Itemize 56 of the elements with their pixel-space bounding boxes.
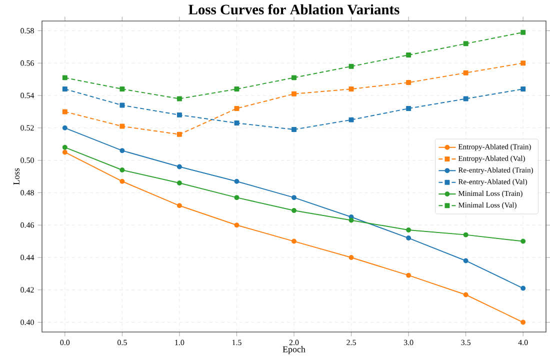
point <box>463 258 468 264</box>
point <box>463 96 468 102</box>
point <box>463 232 468 238</box>
point <box>234 106 240 111</box>
point <box>348 86 354 92</box>
point <box>120 124 125 129</box>
point <box>234 86 240 92</box>
point <box>234 178 240 184</box>
point <box>120 102 125 108</box>
point <box>520 30 526 35</box>
point <box>520 286 526 291</box>
point <box>520 320 526 325</box>
point <box>234 120 240 126</box>
point <box>292 127 296 132</box>
point <box>348 218 354 223</box>
point <box>292 75 296 80</box>
point <box>176 96 182 102</box>
x-axis-title: Epoch <box>282 346 306 354</box>
point <box>176 132 182 137</box>
point <box>176 112 182 118</box>
point <box>406 80 412 86</box>
point <box>120 178 125 184</box>
point <box>292 208 296 214</box>
point <box>62 125 68 130</box>
point <box>62 86 68 92</box>
point <box>406 106 412 111</box>
chart-title: Loss Curves for Ablation Variants <box>188 4 400 14</box>
point <box>120 168 125 173</box>
point <box>348 254 354 260</box>
y-axis-title: Loss <box>13 168 20 185</box>
point <box>62 144 68 150</box>
point <box>292 238 296 244</box>
point <box>62 150 68 155</box>
point <box>62 109 68 114</box>
point <box>348 64 354 69</box>
point <box>62 75 68 80</box>
point <box>520 60 526 66</box>
point <box>463 70 468 76</box>
point <box>176 164 182 170</box>
point <box>234 222 240 228</box>
point <box>292 91 296 96</box>
point <box>348 117 354 122</box>
point <box>120 86 125 92</box>
point <box>463 292 468 298</box>
point <box>520 238 526 244</box>
point <box>176 180 182 186</box>
point <box>463 41 468 46</box>
point <box>176 203 182 208</box>
point <box>406 227 412 232</box>
point <box>406 52 412 58</box>
point <box>520 86 526 92</box>
point <box>406 272 412 278</box>
point <box>234 195 240 200</box>
point <box>120 148 125 154</box>
point <box>406 236 412 241</box>
point <box>292 195 296 200</box>
